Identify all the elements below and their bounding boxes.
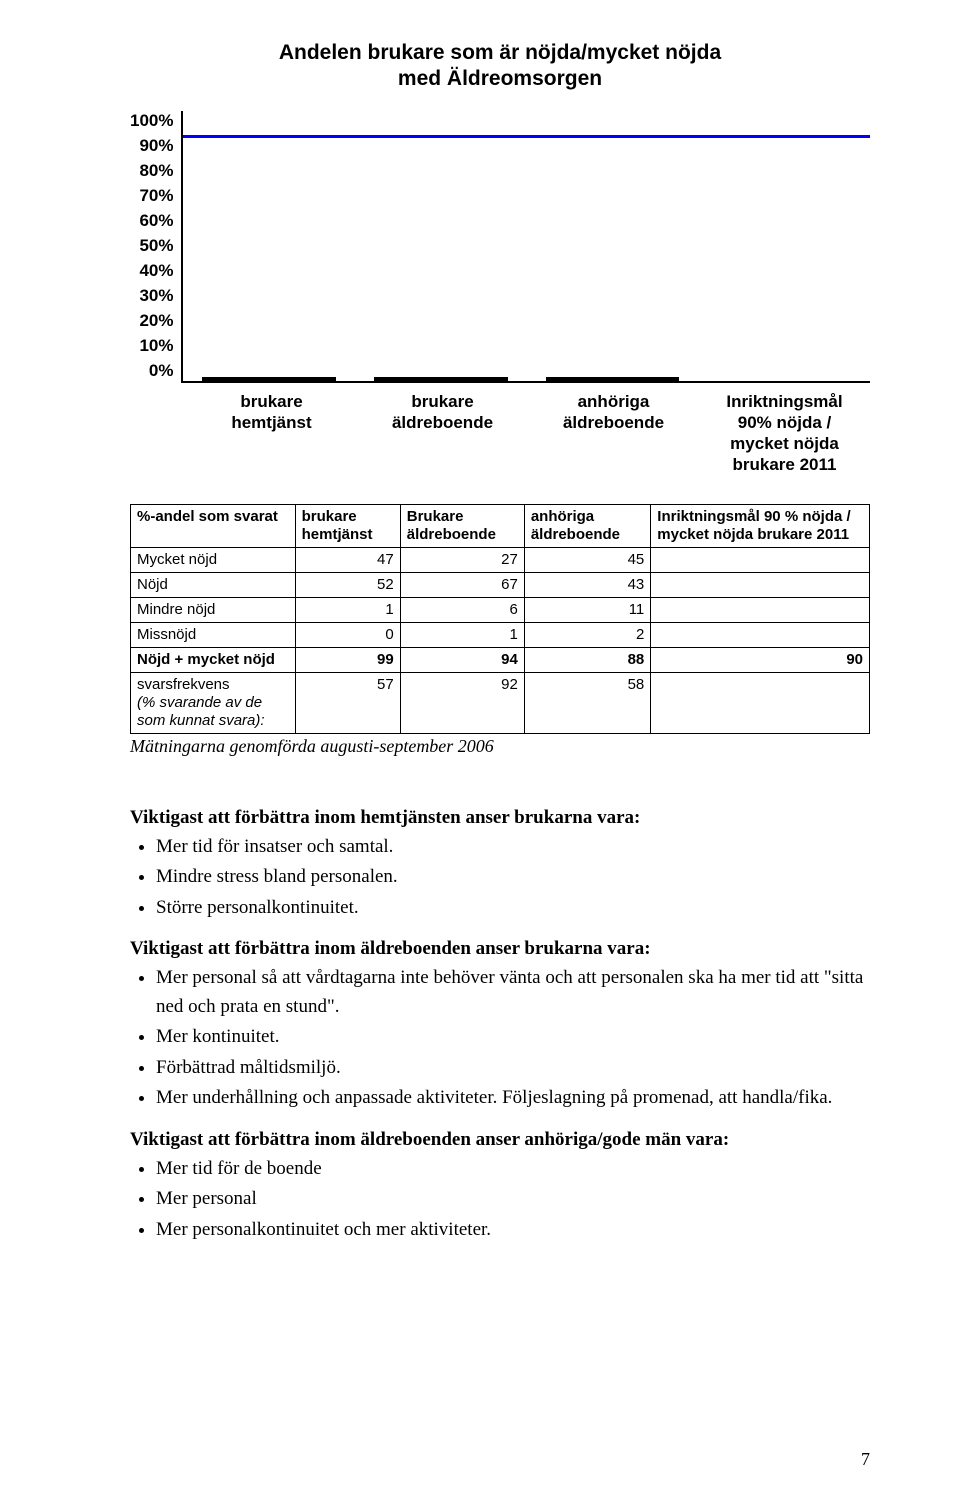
data-table: %-andel som svaratbrukare hemtjänstBruka… — [130, 504, 870, 734]
bar-slot — [355, 377, 527, 381]
x-axis-labels: brukarehemtjänstbrukareäldreboendeanhöri… — [186, 391, 870, 476]
table-cell: 45 — [524, 547, 650, 572]
section-heading: Viktigast att förbättra inom äldreboende… — [130, 1129, 870, 1151]
list-item: Mer personal så att vårdtagarna inte beh… — [156, 964, 870, 1021]
table-row-label: Mindre nöjd — [131, 597, 296, 622]
table-cell: 2 — [524, 622, 650, 647]
y-tick: 40% — [139, 261, 173, 281]
y-tick: 90% — [139, 136, 173, 156]
list-item: Förbättrad måltidsmiljö. — [156, 1054, 870, 1083]
section-heading: Viktigast att förbättra inom hemtjänsten… — [130, 807, 870, 829]
list-item: Större personalkontinuitet. — [156, 894, 870, 923]
table-cell — [651, 622, 870, 647]
y-tick: 30% — [139, 286, 173, 306]
table-footnote: Mätningarna genomförda augusti-september… — [130, 736, 870, 757]
chart-plot — [181, 111, 870, 383]
list-item: Mer tid för insatser och samtal. — [156, 833, 870, 862]
bullet-list: Mer personal så att vårdtagarna inte beh… — [130, 964, 870, 1113]
text-sections: Viktigast att förbättra inom hemtjänsten… — [130, 807, 870, 1245]
chart-title: Andelen brukare som är nöjda/mycket nöjd… — [130, 40, 870, 93]
table-row-label: Mycket nöjd — [131, 547, 296, 572]
table-header: Brukare äldreboende — [400, 504, 524, 547]
table-cell: 57 — [295, 672, 400, 733]
table-header: Inriktningsmål 90 % nöjda / mycket nöjda… — [651, 504, 870, 547]
table-row-label: Missnöjd — [131, 622, 296, 647]
table-cell: 58 — [524, 672, 650, 733]
table-cell: 0 — [295, 622, 400, 647]
table-cell: 99 — [295, 647, 400, 672]
table-cell: 11 — [524, 597, 650, 622]
bullet-list: Mer tid för de boendeMer personalMer per… — [130, 1155, 870, 1245]
bar-slot — [527, 377, 699, 381]
y-tick: 80% — [139, 161, 173, 181]
chart-bars — [183, 111, 870, 381]
chart-title-line1: Andelen brukare som är nöjda/mycket nöjd… — [279, 41, 721, 64]
table-cell: 67 — [400, 572, 524, 597]
table-cell: 6 — [400, 597, 524, 622]
table-cell: 52 — [295, 572, 400, 597]
y-tick: 100% — [130, 111, 173, 131]
chart-bar — [546, 377, 680, 381]
x-label: brukareäldreboende — [357, 391, 528, 476]
y-tick: 10% — [139, 336, 173, 356]
list-item: Mindre stress bland personalen. — [156, 863, 870, 892]
list-item: Mer tid för de boende — [156, 1155, 870, 1184]
table-header: %-andel som svarat — [131, 504, 296, 547]
bar-slot — [183, 377, 355, 381]
y-tick: 20% — [139, 311, 173, 331]
page-number: 7 — [861, 1449, 870, 1470]
list-item: Mer kontinuitet. — [156, 1023, 870, 1052]
list-item: Mer personalkontinuitet och mer aktivite… — [156, 1216, 870, 1245]
table-cell: 90 — [651, 647, 870, 672]
chart-bar — [374, 377, 508, 381]
table-cell: 43 — [524, 572, 650, 597]
x-label: anhörigaäldreboende — [528, 391, 699, 476]
table-cell: 47 — [295, 547, 400, 572]
section-heading: Viktigast att förbättra inom äldreboende… — [130, 938, 870, 960]
y-tick: 50% — [139, 236, 173, 256]
y-tick: 0% — [149, 361, 174, 381]
table-cell — [651, 597, 870, 622]
list-item: Mer personal — [156, 1185, 870, 1214]
table-header: brukare hemtjänst — [295, 504, 400, 547]
table-row-label: Nöjd — [131, 572, 296, 597]
table-cell: 88 — [524, 647, 650, 672]
y-axis: 100% 90% 80% 70% 60% 50% 40% 30% 20% 10% 0% — [130, 111, 181, 381]
table-cell: 27 — [400, 547, 524, 572]
table-row-label: Nöjd + mycket nöjd — [131, 647, 296, 672]
table-cell: 1 — [295, 597, 400, 622]
bar-chart: 100% 90% 80% 70% 60% 50% 40% 30% 20% 10% 0% — [130, 111, 870, 383]
table-cell — [651, 572, 870, 597]
bullet-list: Mer tid för insatser och samtal.Mindre s… — [130, 833, 870, 923]
table-cell: 94 — [400, 647, 524, 672]
table-cell: 1 — [400, 622, 524, 647]
chart-bar — [202, 377, 336, 381]
x-label: brukarehemtjänst — [186, 391, 357, 476]
list-item: Mer underhållning och anpassade aktivite… — [156, 1084, 870, 1113]
document-page: Andelen brukare som är nöjda/mycket nöjd… — [0, 0, 960, 1500]
table-cell — [651, 672, 870, 733]
y-tick: 70% — [139, 186, 173, 206]
table-cell: 92 — [400, 672, 524, 733]
chart-title-line2: med Äldreomsorgen — [398, 67, 602, 90]
y-tick: 60% — [139, 211, 173, 231]
table-header: anhöriga äldreboende — [524, 504, 650, 547]
table-cell — [651, 547, 870, 572]
table-row-label: svarsfrekvens(% svarande av de som kunna… — [131, 672, 296, 733]
x-label: Inriktningsmål90% nöjda /mycket nöjdabru… — [699, 391, 870, 476]
